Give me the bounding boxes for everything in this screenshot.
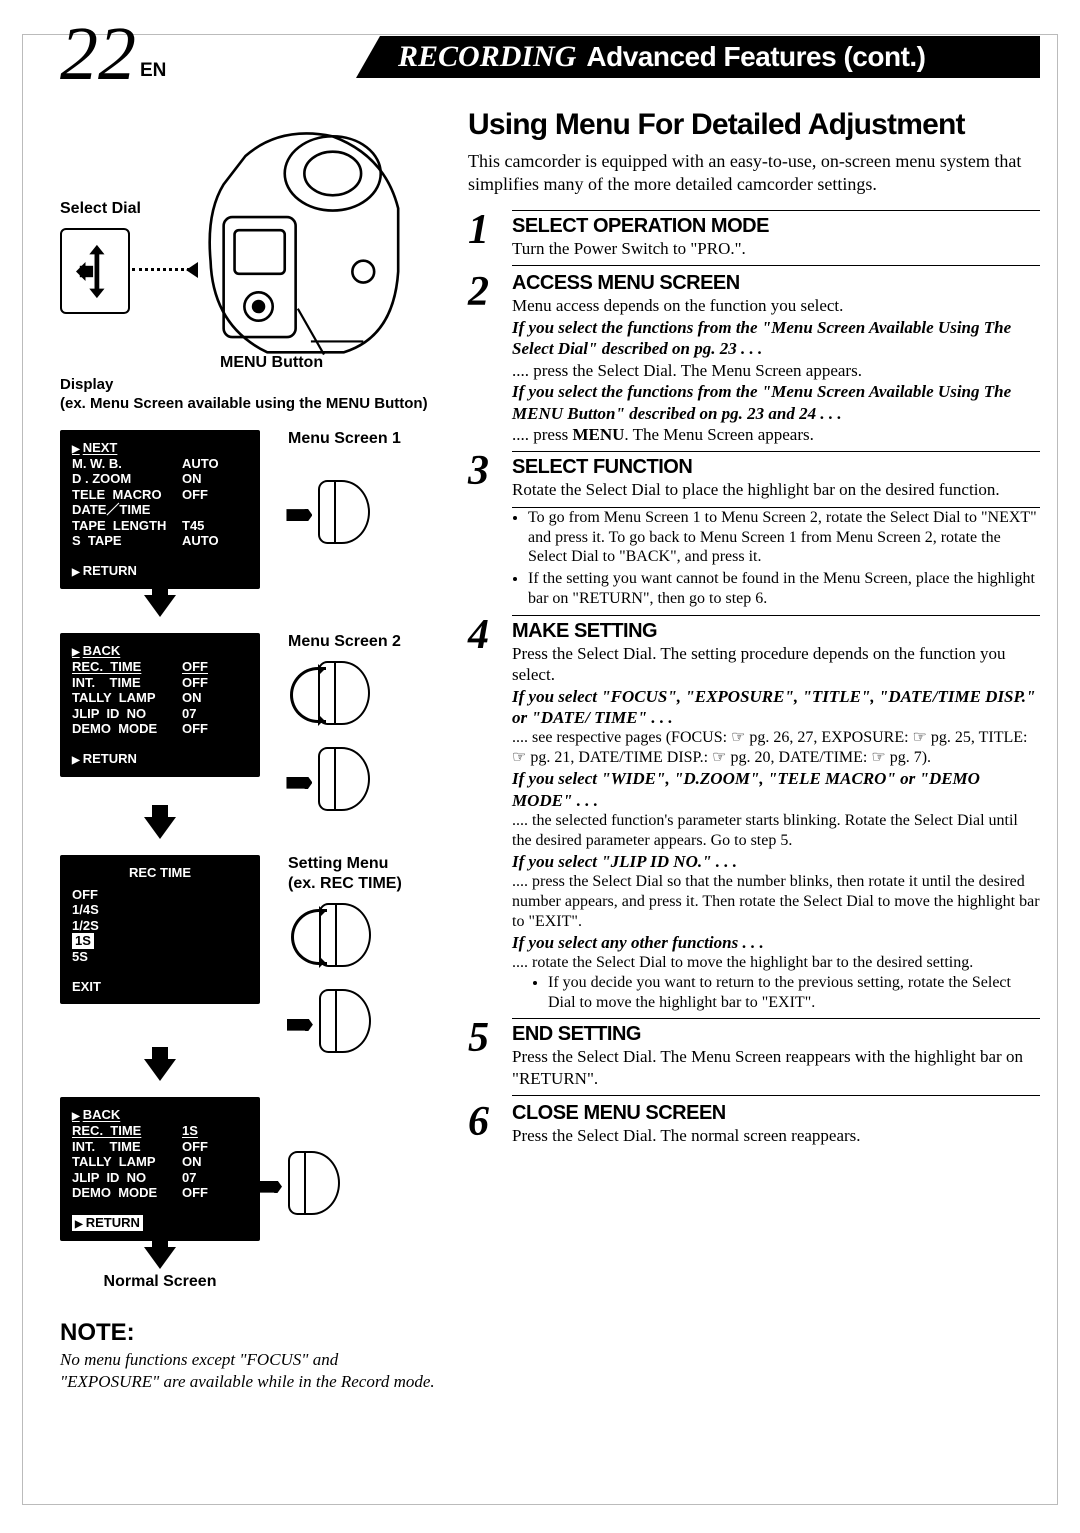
dial-push-icon — [319, 989, 371, 1053]
step-heading: MAKE SETTING — [512, 620, 1040, 643]
down-arrow-icon — [144, 817, 176, 839]
page-number: 22 — [60, 16, 136, 92]
down-arrow-icon — [144, 595, 176, 617]
step-condition: If you select "WIDE", "D.ZOOM", "TELE MA… — [468, 768, 1040, 811]
dial-push-icon — [288, 1151, 340, 1215]
step-cond-body: press the Select Dial so that the number… — [512, 873, 1040, 930]
step-body: Press the Select Dial. The normal screen… — [512, 1125, 1040, 1146]
header-bar: RECORDING Advanced Features (cont.) — [380, 36, 1040, 78]
normal-screen-caption: Normal Screen — [60, 1273, 260, 1291]
header-title-italic: RECORDING — [398, 40, 576, 74]
menu-screen-2: BACK REC. TIMEOFFINT. TIMEOFFTALLY LAMPO… — [60, 633, 260, 777]
step-heading: END SETTING — [512, 1023, 1040, 1046]
step-bullet: To go from Menu Screen 1 to Menu Screen … — [528, 508, 1040, 567]
display-sublabel: (ex. Menu Screen available using the MEN… — [60, 395, 428, 412]
camcorder-illustration: Select Dial — [60, 108, 440, 368]
setting-menu-screen: REC TIME OFF1/4S1/2S1S5S EXIT — [60, 855, 260, 1004]
step-number: 1 — [468, 206, 489, 254]
step-bullet: If the setting you want cannot be found … — [528, 569, 1040, 609]
step-sub-bullet: If you decide you want to return to the … — [548, 973, 1040, 1013]
step-body: Press the Select Dial. The setting proce… — [512, 643, 1040, 686]
header-title-bold: Advanced Features (cont.) — [586, 41, 925, 73]
step-cond-body: press the Select Dial. The Menu Screen a… — [512, 361, 862, 380]
step-heading: SELECT FUNCTION — [512, 456, 1040, 479]
step-number: 3 — [468, 447, 489, 495]
step-body: Menu access depends on the function you … — [512, 295, 1040, 316]
step-cond-body: rotate the Select Dial to move the highl… — [532, 954, 973, 971]
step-body: Rotate the Select Dial to place the high… — [512, 479, 1040, 500]
display-label: Display — [60, 376, 113, 393]
select-dial-label: Select Dial — [60, 200, 141, 218]
dial-rotate-icon — [319, 903, 371, 967]
dial-rotate-icon — [318, 661, 370, 725]
step-heading: CLOSE MENU SCREEN — [512, 1102, 1040, 1125]
step-condition: If you select "FOCUS", "EXPOSURE", "TITL… — [468, 686, 1040, 729]
step-body: Turn the Power Switch to "PRO.". — [512, 238, 1040, 259]
step-cond-body: the selected function's parameter starts… — [512, 812, 1018, 849]
setting-menu-caption-a: Setting Menu — [288, 855, 402, 873]
step-number: 5 — [468, 1014, 489, 1062]
step-condition: If you select the functions from the "Me… — [468, 381, 1040, 424]
down-arrow-icon — [144, 1247, 176, 1269]
step-cond-body: see respective pages (FOCUS: ☞ pg. 26, 2… — [512, 729, 1027, 766]
dial-push-icon — [318, 747, 370, 811]
step-condition: If you select the functions from the "Me… — [468, 317, 1040, 360]
menu-screen-3: BACK REC. TIME1SINT. TIMEOFFTALLY LAMPON… — [60, 1097, 260, 1241]
menu-screen-2-caption: Menu Screen 2 — [288, 633, 401, 651]
step-heading: SELECT OPERATION MODE — [512, 215, 1040, 238]
step-heading: ACCESS MENU SCREEN — [512, 272, 1040, 295]
section-title: Using Menu For Detailed Adjustment — [468, 108, 1040, 142]
menu-screen-1-caption: Menu Screen 1 — [288, 430, 401, 448]
note-body: No menu functions except "FOCUS" and "EX… — [60, 1349, 440, 1393]
section-intro: This camcorder is equipped with an easy-… — [468, 150, 1040, 196]
menu-screen-1: NEXT M. W. B.AUTOD . ZOOMONTELE MACROOFF… — [60, 430, 260, 590]
menu-button-label: MENU Button — [220, 354, 323, 372]
step-number: 6 — [468, 1098, 489, 1146]
note-heading: NOTE: — [60, 1319, 440, 1347]
setting-menu-caption-b: (ex. REC TIME) — [288, 875, 402, 893]
step-condition: If you select "JLIP ID NO." . . . — [468, 851, 1040, 872]
select-dial-icon — [60, 228, 130, 314]
step-body: Press the Select Dial. The Menu Screen r… — [512, 1046, 1040, 1089]
step-condition: If you select any other functions . . . — [468, 932, 1040, 953]
step-number: 2 — [468, 268, 489, 316]
dial-push-icon — [318, 480, 370, 544]
page-lang: EN — [140, 60, 166, 82]
down-arrow-icon — [144, 1059, 176, 1081]
step-number: 4 — [468, 611, 489, 659]
